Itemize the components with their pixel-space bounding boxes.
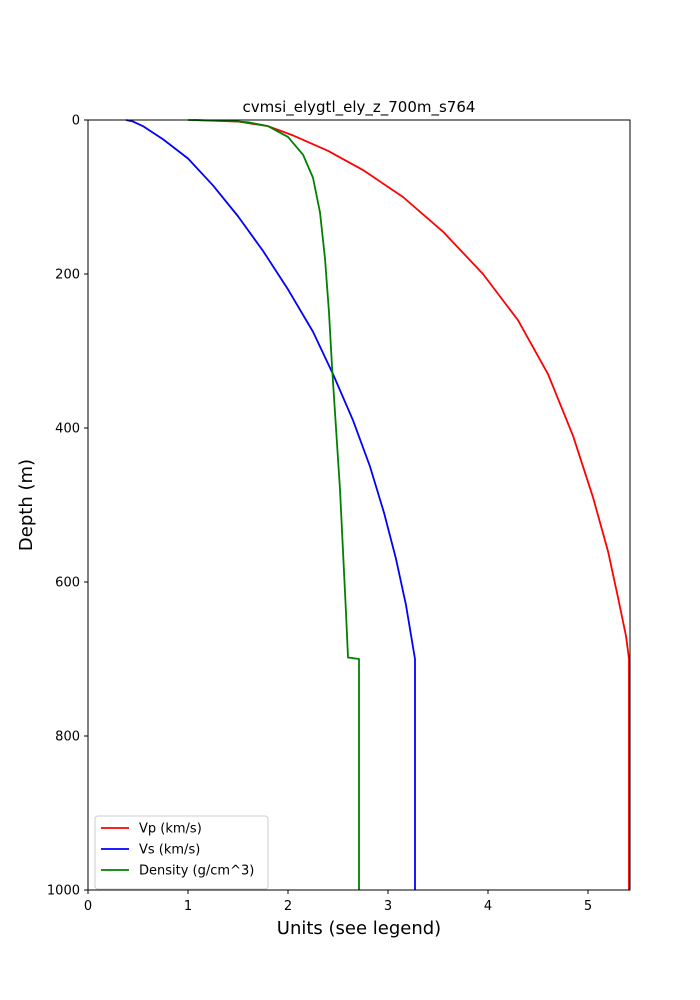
series-line-0	[192, 119, 630, 890]
x-tick-label: 3	[384, 899, 392, 914]
legend: Vp (km/s) Vs (km/s) Density (g/cm^3)	[94, 815, 269, 890]
legend-label: Vs (km/s)	[139, 843, 200, 858]
x-tick-label: 1	[184, 899, 192, 914]
x-tick-label: 4	[484, 899, 492, 914]
legend-label: Density (g/cm^3)	[139, 864, 254, 879]
legend-label: Vp (km/s)	[139, 822, 202, 837]
series-layer	[125, 119, 630, 890]
series-line-2	[187, 119, 360, 890]
y-axis: 0 200 400 600 800 1000	[47, 114, 88, 899]
x-axis: 0 1 2 3 4 5	[84, 890, 592, 914]
y-tick-label: 0	[72, 114, 80, 129]
x-axis-label: Units (see legend)	[277, 918, 441, 939]
plot-frame	[87, 119, 631, 891]
x-tick-label: 0	[84, 899, 92, 914]
y-tick-label: 800	[55, 730, 80, 745]
chart-title: cvmsi_elygtl_ely_z_700m_s764	[243, 98, 476, 117]
y-tick-label: 600	[55, 576, 80, 591]
y-axis-label: Depth (m)	[16, 459, 37, 551]
legend-box	[94, 815, 269, 890]
x-tick-label: 2	[284, 899, 292, 914]
series-line-1	[125, 119, 416, 890]
y-tick-label: 400	[55, 422, 80, 437]
y-tick-label: 200	[55, 268, 80, 283]
y-tick-label: 1000	[47, 884, 80, 899]
x-tick-label: 5	[584, 899, 592, 914]
